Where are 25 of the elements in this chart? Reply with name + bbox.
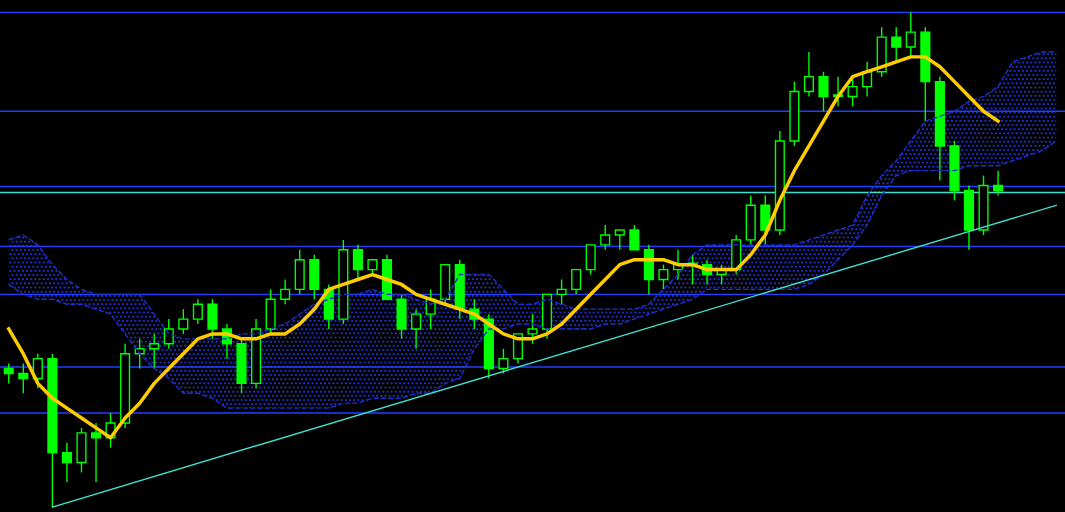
candlestick — [18, 362, 29, 394]
candlestick — [905, 11, 916, 58]
candlestick — [803, 51, 814, 98]
candlestick — [571, 268, 582, 296]
candlestick — [629, 224, 640, 251]
candlestick — [90, 422, 102, 484]
candlestick — [556, 278, 567, 305]
candlestick — [280, 278, 291, 305]
candlestick — [891, 26, 902, 63]
candlestick — [658, 263, 669, 291]
candlestick — [3, 362, 14, 385]
candlestick — [32, 353, 43, 390]
candlestick — [192, 298, 203, 325]
candlestick — [149, 333, 160, 370]
candlestick — [61, 442, 72, 484]
candlestick — [352, 244, 363, 281]
candlestick — [600, 224, 611, 251]
candlestick — [993, 169, 1004, 197]
candlestick — [614, 229, 625, 251]
candlestick — [527, 313, 538, 345]
candlestick — [498, 348, 509, 375]
candlestick — [818, 71, 829, 112]
candlestick — [163, 318, 174, 350]
candlestick — [178, 308, 189, 335]
candlestick — [411, 308, 422, 350]
